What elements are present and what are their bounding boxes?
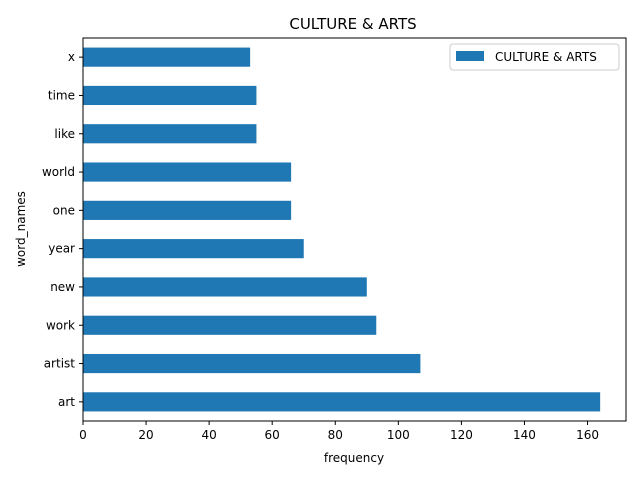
x-tick-label: 140 (513, 428, 536, 442)
y-tick-label: artist (44, 357, 76, 371)
chart-title: CULTURE & ARTS (289, 15, 416, 33)
y-tick-label: art (58, 395, 75, 409)
legend-swatch (456, 51, 484, 61)
bar-new (83, 277, 367, 297)
x-tick-label: 120 (450, 428, 473, 442)
x-tick-label: 60 (265, 428, 280, 442)
legend: CULTURE & ARTS (449, 43, 620, 71)
x-axis-label: frequency (324, 451, 384, 465)
y-tick-label: new (50, 280, 75, 294)
bar-art (83, 392, 601, 412)
y-tick-label: year (48, 242, 75, 256)
y-tick-label: work (46, 318, 75, 332)
y-tick-label: world (42, 165, 75, 179)
bars-group (83, 47, 601, 412)
bar-year (83, 239, 304, 259)
plot-frame (82, 37, 627, 422)
x-tick-label: 0 (79, 428, 87, 442)
y-tick-label: x (68, 50, 75, 64)
x-tick-label: 40 (201, 428, 216, 442)
x-tick-label: 100 (387, 428, 410, 442)
y-tick-label: one (53, 203, 75, 217)
y-axis-ticks: art artist work new year one world like time x (42, 50, 83, 409)
x-tick-label: 160 (576, 428, 599, 442)
bar-world (83, 162, 292, 182)
legend-label: CULTURE & ARTS (495, 50, 597, 64)
y-axis-label: word_names (14, 191, 28, 267)
bar-artist (83, 353, 421, 374)
bar-one (83, 200, 292, 220)
x-tick-label: 80 (328, 428, 343, 442)
bar-time (83, 85, 257, 106)
bar-work (83, 315, 377, 335)
x-tick-label: 20 (138, 428, 153, 442)
x-axis-ticks: 0 20 40 60 80 100 120 140 160 (79, 421, 599, 442)
bar-x (83, 47, 251, 67)
bar-like (83, 124, 257, 144)
legend-frame (449, 43, 620, 71)
y-tick-label: like (54, 127, 75, 141)
y-tick-label: time (48, 88, 75, 102)
